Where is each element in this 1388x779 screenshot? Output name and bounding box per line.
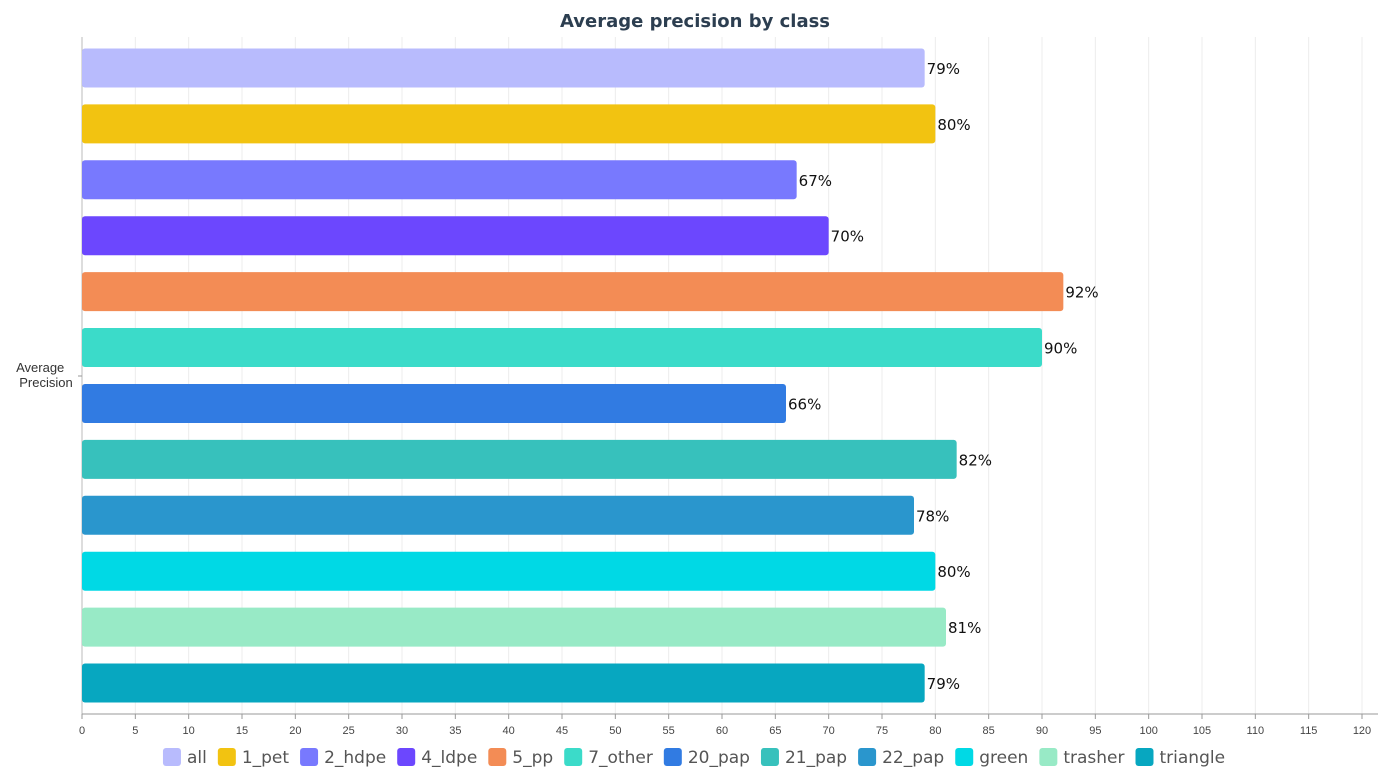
- legend-swatch-triangle: [1135, 748, 1154, 766]
- legend-label-4_ldpe: 4_ldpe: [421, 748, 477, 768]
- x-tick-label: 55: [663, 725, 675, 737]
- legend-swatch-5_pp: [488, 748, 507, 766]
- x-tick-label: 30: [396, 725, 408, 737]
- bar-4_ldpe: [82, 216, 829, 256]
- data-label-22_pap: 78%: [916, 507, 949, 525]
- x-tick-label: 75: [876, 725, 888, 737]
- x-tick-label: 110: [1247, 725, 1265, 737]
- legend-label-22_pap: 22_pap: [882, 748, 944, 768]
- legend-swatch-trasher: [1039, 748, 1058, 766]
- x-tick-label: 60: [716, 725, 728, 737]
- x-tick-label: 70: [823, 725, 835, 737]
- axes: 0 5 10 15 20 25 30 35 40 45 50 55 60 65 70 75 80 85 90 95 10…: [78, 37, 1378, 737]
- chart-title: Average precision by class: [560, 11, 830, 32]
- legend-label-21_pap: 21_pap: [785, 748, 847, 768]
- x-tick-label: 90: [1036, 725, 1048, 737]
- bar-21_pap: [82, 439, 957, 479]
- x-tick-label: 0: [79, 725, 85, 737]
- legend-swatch-22_pap: [858, 748, 877, 766]
- legend-label-trasher: trasher: [1063, 748, 1124, 768]
- x-tick-label: 85: [983, 725, 995, 737]
- x-tick-label: 65: [769, 725, 781, 737]
- x-tick-label: 50: [609, 725, 621, 737]
- x-tick-label: 20: [289, 725, 301, 737]
- data-label-4_ldpe: 70%: [831, 228, 864, 246]
- legend-label-5_pp: 5_pp: [512, 748, 553, 768]
- legend-label-2_hdpe: 2_hdpe: [324, 748, 386, 768]
- legend-swatch-20_pap: [663, 748, 682, 766]
- legend-swatch-1_pet: [217, 748, 236, 766]
- legend-label-20_pap: 20_pap: [688, 748, 750, 768]
- legend-label-1_pet: 1_pet: [242, 748, 290, 768]
- bar-7_other: [82, 328, 1042, 368]
- data-label-20_pap: 66%: [788, 395, 821, 413]
- bar-22_pap: [82, 495, 914, 535]
- data-label-triangle: 79%: [927, 675, 960, 693]
- x-tick-label: 95: [1089, 725, 1101, 737]
- x-tick-label: 15: [236, 725, 248, 737]
- data-labels: 79% 80% 67% 70% 92% 90% 66% 82% 78% 80% 81% 79%: [788, 60, 1099, 693]
- bar-1_pet: [82, 104, 936, 144]
- legend-label-7_other: 7_other: [588, 748, 653, 768]
- x-tick-label: 100: [1139, 725, 1157, 737]
- bar-all: [82, 48, 925, 88]
- grid-lines: [134, 37, 1363, 714]
- legend-label-all: all: [187, 748, 207, 768]
- x-tick-label: 5: [132, 725, 138, 737]
- legend-swatch-4_ldpe: [397, 748, 416, 766]
- x-tick-label: 80: [929, 725, 941, 737]
- data-label-5_pp: 92%: [1065, 284, 1098, 302]
- data-label-1_pet: 80%: [937, 116, 970, 134]
- x-tick-label: 105: [1193, 725, 1211, 737]
- legend-swatch-7_other: [564, 748, 583, 766]
- x-tick-label: 35: [449, 725, 461, 737]
- data-label-trasher: 81%: [948, 619, 981, 637]
- legend-swatch-green: [955, 748, 974, 766]
- legend: all 1_pet 2_hdpe 4_ldpe 5_pp 7_other 20_pap 21_…: [162, 748, 1226, 768]
- x-tick-label: 115: [1300, 725, 1318, 737]
- x-tick-label: 25: [343, 725, 355, 737]
- bar-trasher: [82, 607, 946, 647]
- legend-swatch-2_hdpe: [300, 748, 319, 766]
- bar-2_hdpe: [82, 160, 797, 200]
- data-label-7_other: 90%: [1044, 340, 1077, 358]
- x-tick-label: 40: [503, 725, 515, 737]
- legend-swatch-all: [162, 748, 181, 766]
- legend-swatch-21_pap: [760, 748, 779, 766]
- y-axis-label: Average Precision: [16, 360, 73, 390]
- bars: [82, 48, 1064, 703]
- bar-5_pp: [82, 272, 1064, 312]
- x-tick-label: 45: [556, 725, 568, 737]
- bar-20_pap: [82, 383, 786, 423]
- data-label-21_pap: 82%: [959, 451, 992, 469]
- bar-triangle: [82, 663, 925, 703]
- legend-label-triangle: triangle: [1160, 748, 1226, 768]
- data-label-green: 80%: [937, 563, 970, 581]
- bar-green: [82, 551, 936, 591]
- legend-label-green: green: [979, 748, 1028, 768]
- data-label-all: 79%: [927, 60, 960, 78]
- x-tick-label: 120: [1353, 725, 1371, 737]
- x-tick-label: 10: [183, 725, 195, 737]
- data-label-2_hdpe: 67%: [799, 172, 832, 190]
